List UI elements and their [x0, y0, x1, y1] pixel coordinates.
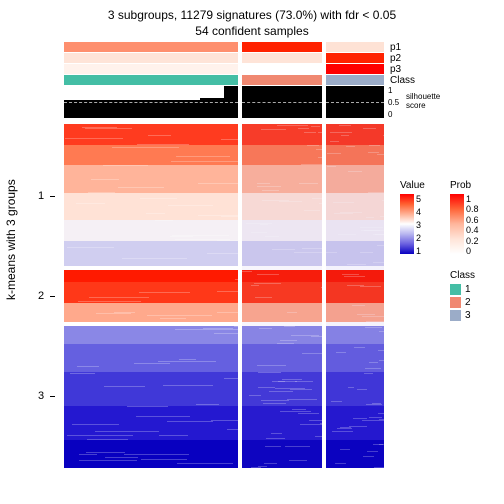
- anno-label-p3: p3: [390, 64, 401, 75]
- row-group-1: 1: [38, 190, 44, 202]
- y-axis-label: k-means with 3 groups: [4, 179, 18, 300]
- heatmap-figure: 3 subgroups, 11279 signatures (73.0%) wi…: [0, 0, 504, 504]
- row-group-3: 3: [38, 390, 44, 402]
- anno-label-class: Class: [390, 75, 415, 86]
- title-line-1: 3 subgroups, 11279 signatures (73.0%) wi…: [0, 8, 504, 22]
- legend-value: Value54321: [400, 180, 425, 254]
- legend-prob: Prob10.80.60.40.20: [450, 180, 471, 254]
- anno-label-p2: p2: [390, 53, 401, 64]
- heatmap-body: [64, 124, 384, 468]
- row-group-2: 2: [38, 290, 44, 302]
- plot-area: p1p2p3Class 10.50silhouette score 123: [64, 42, 384, 498]
- title-line-2: 54 confident samples: [0, 24, 504, 38]
- anno-label-p1: p1: [390, 42, 401, 53]
- legend-class: Class123: [450, 270, 475, 323]
